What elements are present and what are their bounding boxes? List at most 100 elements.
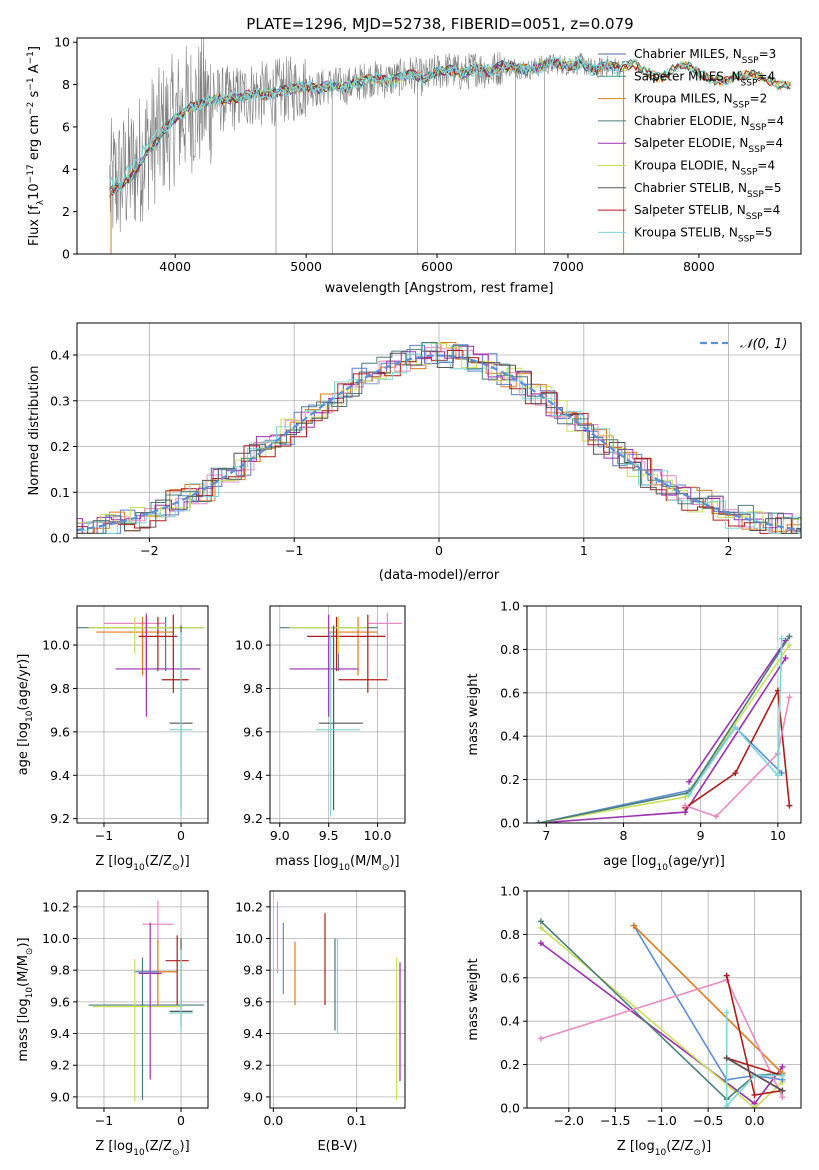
weight-marker: [782, 655, 789, 662]
weight-marker: [537, 940, 544, 947]
y-tick-label: 0.4: [500, 729, 520, 744]
x-tick-label: −0.5: [693, 1113, 723, 1128]
y-tick-label: 0.8: [500, 927, 520, 942]
legend-entry: Kroupa MILES, NSSP=2: [634, 92, 767, 111]
residual-histogram: [77, 342, 801, 534]
x-tick-label: −2: [140, 543, 158, 558]
weight-marker: [786, 642, 793, 649]
y-tick-label: 9.2: [243, 811, 263, 826]
plot-area: [77, 342, 801, 534]
x-tick-label: 0.0: [745, 1113, 765, 1128]
y-tick-label: 9.6: [243, 724, 263, 739]
weight-marker: [682, 802, 689, 809]
weight-marker: [779, 1063, 786, 1070]
x-tick-label: 10.0: [364, 828, 392, 843]
y-axis-label: Flux [fλ10−17 erg cm−2 s−1 A−1]: [26, 46, 46, 246]
age-vs-metallicity-panel: −1 0 9.2 9.4 9.6 9.8 10.0 Z [log10(Z/Z⊙)] age [l…: [16, 605, 209, 873]
weight-marker: [723, 972, 730, 979]
y-axis-label: Normed distribution: [27, 366, 42, 496]
y-tick-label: 8: [62, 77, 70, 92]
legend-entry: Chabrier STELIB, NSSP=5: [634, 181, 782, 200]
x-tick-label: 10: [770, 828, 786, 843]
x-tick-label: 9: [697, 828, 705, 843]
x-tick-label: 0.1: [347, 1113, 367, 1128]
gaussian-curve: [77, 354, 801, 532]
y-tick-label: 0.8: [500, 642, 520, 657]
plot-area: [77, 612, 205, 817]
y-tick-label: 10.2: [42, 899, 70, 914]
y-tick-label: 10.0: [235, 638, 263, 653]
mass-vs-extinction-panel: 0.0 0.1 9.0 9.2 9.4 9.6 9.8 10.0 10.2 E(B-V): [235, 890, 406, 1154]
plot-area: [537, 918, 786, 1108]
y-axis-label: mass weight: [466, 673, 481, 755]
y-tick-label: 9.2: [50, 1058, 70, 1073]
y-tick-label: 0: [62, 247, 70, 262]
legend-entry: Salpeter ELODIE, NSSP=4: [634, 136, 783, 155]
weight-marker: [778, 635, 785, 642]
y-tick-label: 9.4: [243, 1026, 263, 1041]
y-tick-label: 4: [62, 162, 70, 177]
y-tick-label: 0.1: [50, 485, 70, 500]
plot-area: [88, 900, 205, 1102]
x-tick-label: 7000: [552, 259, 584, 274]
x-axis-label: Z [log10(Z/Z⊙)]: [617, 1139, 711, 1158]
x-tick-label: −1.5: [600, 1113, 630, 1128]
x-axis-label: age [log10(age/yr)]: [603, 854, 725, 873]
y-tick-label: 9.6: [50, 994, 70, 1009]
plot-area: [279, 612, 403, 817]
y-tick-label: 9.0: [243, 1089, 263, 1104]
weight-series-line: [688, 638, 783, 796]
weight-marker: [537, 918, 544, 925]
legend-entry: Salpeter MILES, NSSP=4: [634, 69, 775, 88]
x-tick-label: −1: [95, 828, 113, 843]
y-tick-label: 9.8: [50, 963, 70, 978]
x-tick-label: 2: [725, 543, 733, 558]
y-tick-label: 10.0: [42, 931, 70, 946]
age-vs-mass-panel: 9.0 9.5 10.0 9.2 9.4 9.6 9.8 10.0 mass [log10(M/…: [235, 605, 406, 873]
y-tick-label: 10.0: [42, 638, 70, 653]
y-tick-label: 0.0: [500, 816, 520, 831]
axes-frame: [76, 890, 209, 1109]
y-axis-label: mass [log10(M/M⊙)]: [16, 937, 35, 1061]
x-axis-label: Z [log10(Z/Z⊙)]: [95, 854, 189, 873]
y-tick-label: 6: [62, 119, 70, 134]
y-tick-label: 9.2: [50, 811, 70, 826]
y-tick-label: 0.4: [500, 1014, 520, 1029]
y-tick-label: 2: [62, 204, 70, 219]
legend-entry: Chabrier MILES, NSSP=3: [634, 47, 776, 66]
weight-series-line: [688, 640, 787, 783]
weight-marker: [723, 1055, 730, 1062]
weight-marker: [786, 694, 793, 701]
x-axis-label: E(B-V): [317, 1139, 357, 1154]
weight-marker: [686, 778, 693, 785]
weight-marker: [779, 1094, 786, 1101]
y-tick-label: 0.2: [50, 439, 70, 454]
y-tick-label: 10.0: [235, 931, 263, 946]
figure-title: PLATE=1296, MJD=52738, FIBERID=0051, z=0…: [246, 15, 633, 33]
weight-vs-metallicity-panel: −2.0 −1.5 −1.0 −0.5 0.0 0.0 0.2 0.4 0.6 0.8 1.0 Z […: [466, 884, 802, 1158]
y-axis-label: mass weight: [466, 958, 481, 1040]
y-tick-label: 10: [54, 35, 70, 50]
y-tick-label: 0.0: [500, 1101, 520, 1116]
weight-marker: [682, 793, 689, 800]
x-tick-label: 0: [177, 1113, 185, 1128]
weight-marker: [535, 820, 542, 823]
weight-series-line: [684, 687, 791, 809]
y-tick-label: 9.8: [50, 681, 70, 696]
axes-frame: [76, 605, 209, 824]
weight-series-line: [540, 927, 783, 1108]
weight-marker: [786, 633, 793, 640]
weight-marker: [713, 813, 720, 820]
weight-series-line: [633, 925, 783, 1074]
x-tick-label: 5000: [290, 259, 322, 274]
y-tick-label: 0.3: [50, 393, 70, 408]
plot-area: [109, 38, 791, 254]
weight-marker: [732, 770, 739, 777]
weight-marker: [732, 724, 739, 731]
legend-entry: Kroupa ELODIE, NSSP=4: [634, 159, 775, 178]
x-axis-label: Z [log10(Z/Z⊙)]: [95, 1139, 189, 1158]
weight-vs-age-panel: 7 8 9 10 0.0 0.2 0.4 0.6 0.8 1.0 age [log10(age/yr…: [466, 599, 802, 873]
x-tick-label: 0: [177, 828, 185, 843]
y-tick-label: 9.8: [243, 963, 263, 978]
